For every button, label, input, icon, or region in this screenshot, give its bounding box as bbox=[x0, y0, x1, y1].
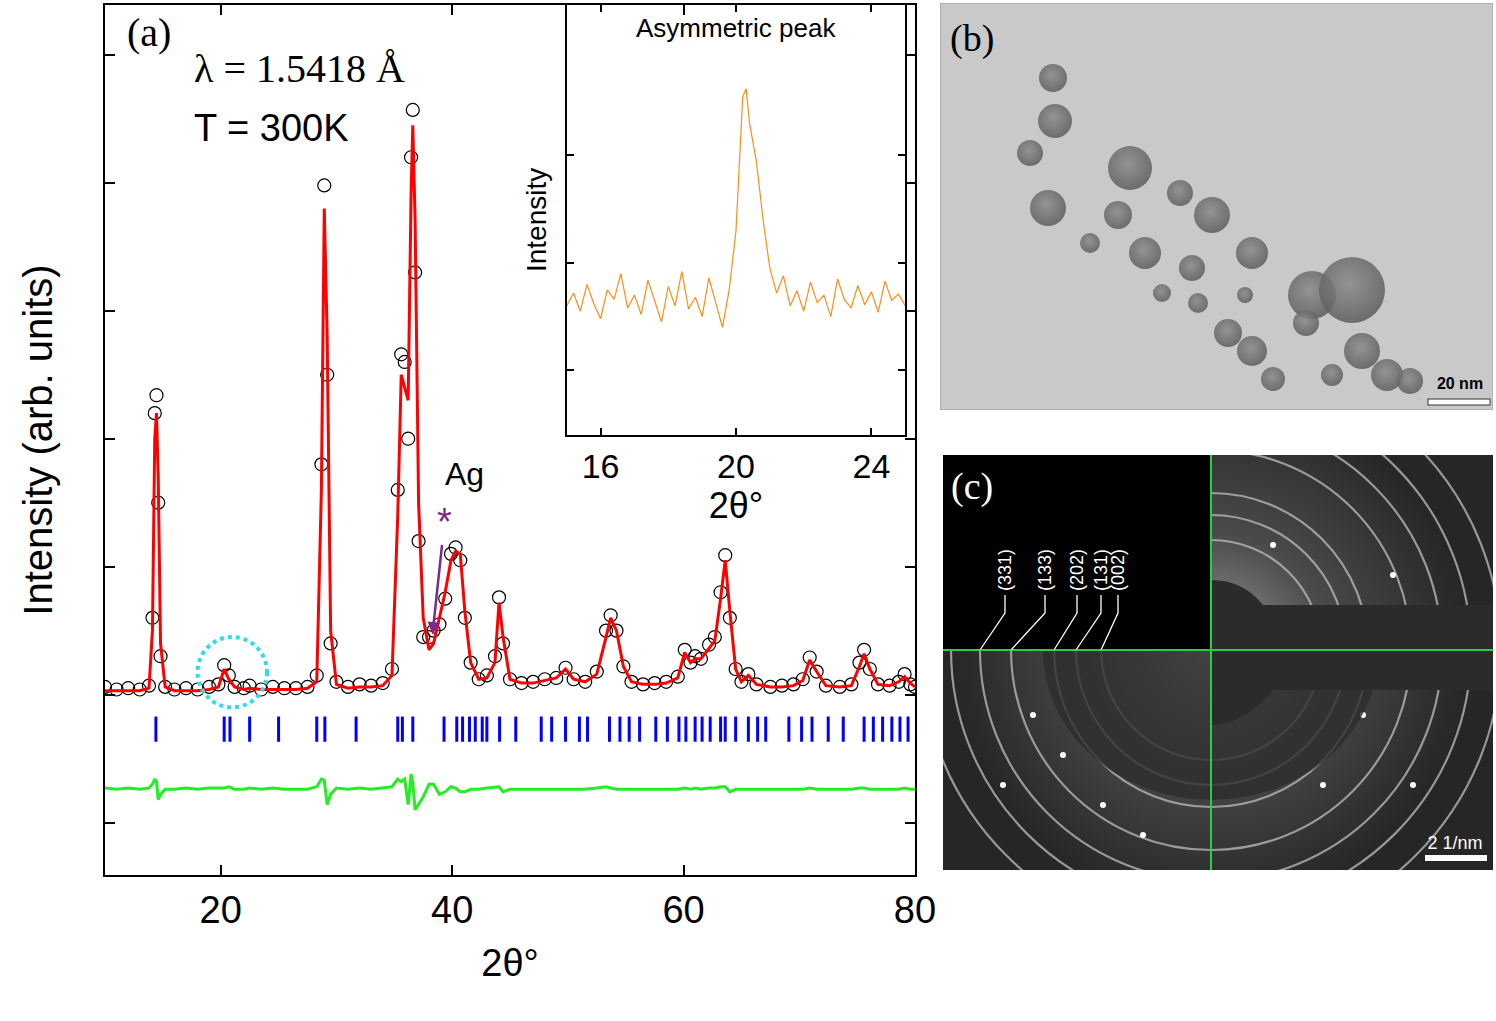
svg-text:Asymmetric peak: Asymmetric peak bbox=[636, 13, 836, 43]
svg-text:(133): (133) bbox=[1035, 549, 1055, 591]
svg-text:(a): (a) bbox=[127, 10, 171, 55]
svg-text:T = 300K: T = 300K bbox=[194, 107, 349, 149]
svg-text:Intensity (arb. units): Intensity (arb. units) bbox=[16, 264, 60, 615]
svg-text:20: 20 bbox=[717, 447, 755, 485]
svg-text:60: 60 bbox=[662, 889, 704, 931]
svg-text:2θ°: 2θ° bbox=[481, 942, 538, 984]
svg-text:(131): (131) bbox=[1091, 549, 1111, 591]
svg-text:Ag: Ag bbox=[445, 456, 484, 492]
svg-text:(331): (331) bbox=[995, 549, 1015, 591]
svg-text:40: 40 bbox=[431, 889, 473, 931]
svg-text:(002): (002) bbox=[1108, 549, 1128, 591]
svg-text:80: 80 bbox=[894, 889, 936, 931]
svg-text:16: 16 bbox=[582, 447, 620, 485]
svg-text:20: 20 bbox=[200, 889, 242, 931]
svg-text:Intensity: Intensity bbox=[521, 168, 552, 272]
svg-text:20 nm: 20 nm bbox=[1437, 375, 1483, 392]
svg-text:λ = 1.5418 Å: λ = 1.5418 Å bbox=[194, 46, 405, 91]
svg-text:*: * bbox=[437, 501, 452, 543]
svg-text:(202): (202) bbox=[1067, 549, 1087, 591]
svg-text:(c): (c) bbox=[951, 465, 993, 508]
svg-text:(b): (b) bbox=[950, 17, 994, 60]
svg-text:2 1/nm: 2 1/nm bbox=[1427, 833, 1482, 853]
svg-text:2θ°: 2θ° bbox=[709, 485, 763, 526]
svg-text:24: 24 bbox=[853, 447, 891, 485]
